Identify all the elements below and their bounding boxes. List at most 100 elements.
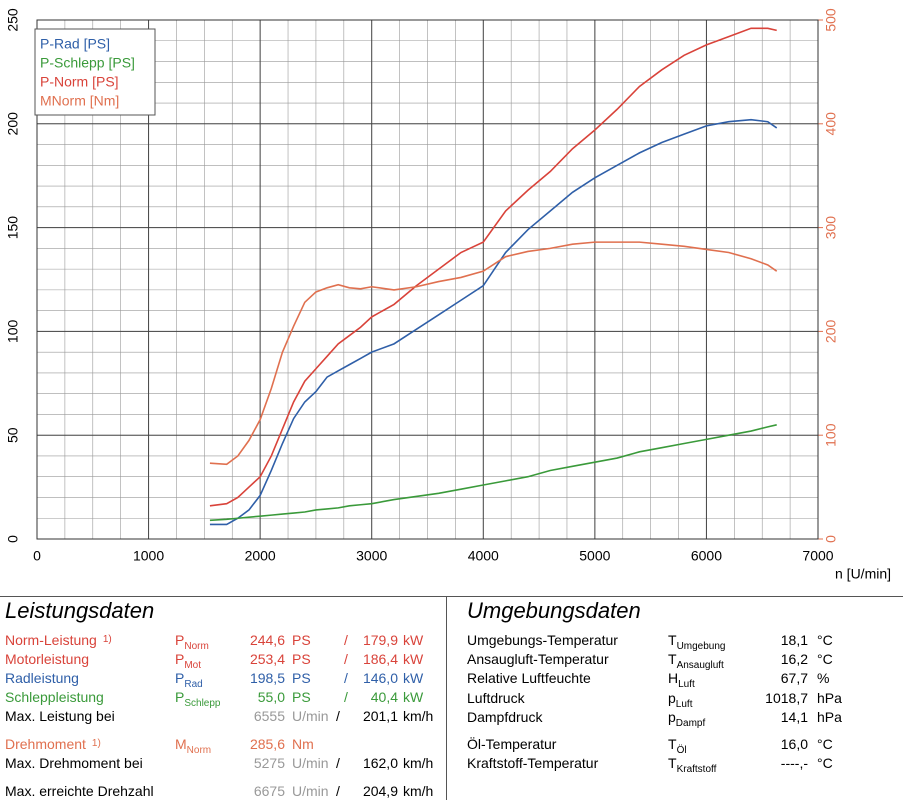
section-title: Umgebungsdaten [467, 598, 641, 623]
symbol-sub: Ansaugluft [676, 660, 724, 671]
symbol-base: H [668, 670, 679, 686]
row-label: Ansaugluft-Temperatur [467, 651, 609, 667]
value: 146,0 [362, 670, 398, 686]
row-label: Radleistung [5, 670, 79, 686]
y-tick-label: 50 [5, 427, 21, 443]
unit: kW [403, 651, 424, 667]
symbol: PRad [175, 670, 203, 693]
y2-tick-label: 200 [823, 320, 839, 344]
series-line [209, 118, 778, 526]
value: 186,4 [362, 651, 398, 667]
symbol: TUmgebung [668, 632, 725, 655]
x-tick-label: 2000 [245, 548, 276, 564]
symbol-sub: Luft [678, 679, 695, 690]
symbol: PSchlepp [175, 689, 220, 712]
symbol-base: T [668, 736, 677, 752]
symbol-sub: Mot [184, 660, 202, 671]
value: 55,0 [257, 689, 285, 705]
separator: / [344, 670, 348, 686]
row-label: Schleppleistung [5, 689, 104, 705]
y-tick-label: 200 [5, 112, 21, 136]
symbol-base: p [668, 709, 676, 725]
symbol-sub: Luft [675, 699, 693, 710]
row-label: Luftdruck [467, 690, 525, 706]
symbol-sub: Schlepp [184, 698, 221, 709]
unit: °C [817, 632, 833, 648]
unit: PS [292, 689, 311, 705]
y-tick-label: 100 [5, 320, 21, 344]
section-title: Leistungsdaten [5, 598, 155, 623]
unit: °C [817, 736, 833, 752]
symbol: TÖl [668, 736, 687, 759]
symbol: PNorm [175, 632, 209, 655]
value: 14,1 [780, 709, 808, 725]
unit: U/min [292, 783, 329, 799]
unit: kW [403, 689, 424, 705]
unit: % [817, 670, 830, 686]
row-label: Kraftstoff-Temperatur [467, 755, 599, 771]
unit: °C [817, 755, 833, 771]
row-label: Norm-Leistung 1) [5, 632, 112, 648]
unit: °C [817, 651, 833, 667]
symbol-base: P [175, 651, 185, 667]
value: 5275 [253, 755, 285, 771]
value: 40,4 [370, 689, 398, 705]
row-label: Öl-Temperatur [467, 736, 557, 752]
legend-entry: MNorm [Nm] [40, 93, 119, 109]
symbol-base: T [668, 651, 677, 667]
value: 285,6 [249, 736, 285, 752]
separator: / [344, 689, 348, 705]
separator: / [336, 755, 340, 771]
row-label: Max. erreichte Drehzahl [5, 783, 154, 799]
value: 1018,7 [765, 690, 808, 706]
x-tick-label: 5000 [579, 548, 610, 564]
symbol-base: P [175, 632, 185, 648]
series-line [209, 241, 778, 466]
symbol-sub: Norm [186, 745, 212, 756]
series-line [209, 27, 777, 507]
value: 179,9 [362, 632, 398, 648]
row-label: Umgebungs-Temperatur [467, 632, 618, 648]
unit: U/min [292, 755, 329, 771]
separator: / [344, 632, 348, 648]
plot-frame [36, 19, 819, 540]
x-tick-label: 7000 [802, 548, 833, 564]
y2-tick-label: 0 [823, 535, 839, 543]
y2-tick-label: 100 [823, 423, 839, 447]
value: 201,1 [362, 708, 398, 724]
unit: U/min [292, 708, 329, 724]
x-axis-label: n [U/min] [835, 566, 891, 582]
unit: hPa [817, 690, 842, 706]
separator: / [336, 783, 340, 799]
y2-tick-label: 300 [823, 216, 839, 240]
symbol: PMot [175, 651, 201, 674]
y-tick-label: 0 [5, 535, 21, 543]
value: 6555 [253, 708, 285, 724]
value: ----,- [780, 755, 808, 771]
symbol-sub: Öl [676, 745, 687, 756]
value: 16,2 [780, 651, 808, 667]
symbol-base: p [668, 690, 676, 706]
unit: km/h [403, 755, 434, 771]
separator: / [336, 708, 340, 724]
y2-tick-label: 500 [823, 8, 839, 32]
footnote: 1) [102, 634, 112, 645]
legend-entry: P-Schlepp [PS] [40, 55, 135, 71]
x-tick-label: 1000 [133, 548, 164, 564]
x-tick-label: 0 [33, 548, 41, 564]
symbol-sub: Norm [184, 641, 209, 652]
symbol: TKraftstoff [668, 755, 716, 778]
value: 244,6 [249, 632, 285, 648]
value: 253,4 [249, 651, 285, 667]
value: 6675 [253, 783, 285, 799]
value: 198,5 [249, 670, 285, 686]
symbol: pDampf [668, 709, 705, 732]
symbol: TAnsaugluft [668, 651, 724, 674]
unit: Nm [292, 736, 314, 752]
divider [446, 596, 447, 800]
symbol: HLuft [668, 670, 695, 693]
unit: km/h [403, 708, 434, 724]
symbol-base: T [668, 632, 677, 648]
symbol: pLuft [668, 690, 692, 713]
